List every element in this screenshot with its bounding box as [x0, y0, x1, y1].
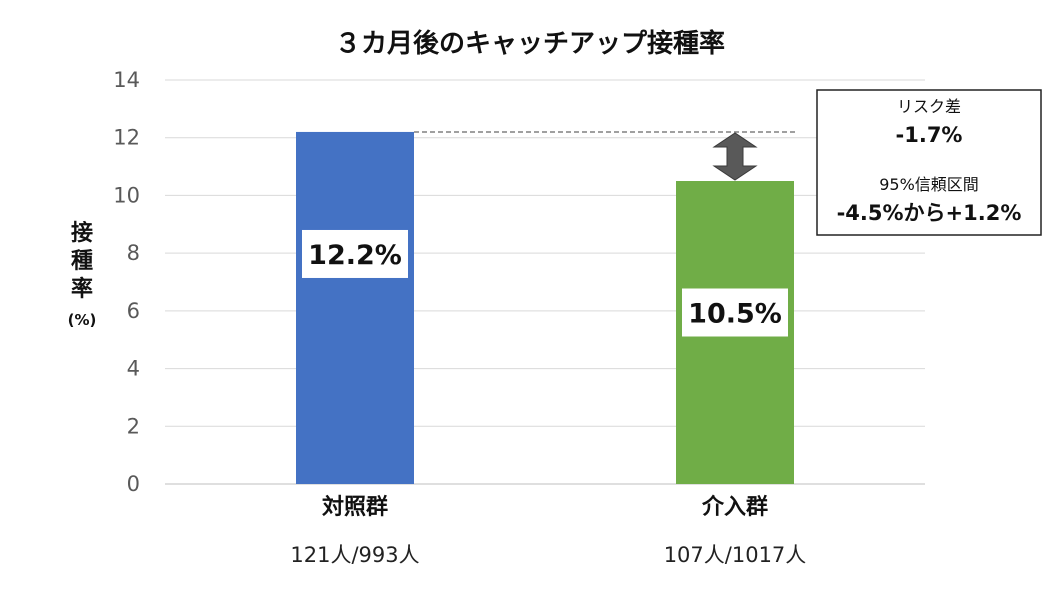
y-tick-label-0: 0: [127, 472, 140, 496]
data-label-2: 10.5%: [688, 299, 782, 330]
y-tick-label-4: 4: [127, 357, 140, 381]
difference-arrow-icon: [712, 132, 758, 181]
y-axis-label-char-3: 率: [71, 276, 93, 302]
x-category-sublabel-1: 121人/993人: [290, 543, 419, 567]
y-tick-label-12: 12: [113, 126, 140, 150]
risk-diff-value: -1.7%: [896, 123, 963, 147]
y-tick-label-10: 10: [113, 183, 140, 207]
y-tick-label-2: 2: [127, 414, 140, 438]
y-axis-label-char-1: 接: [71, 221, 93, 246]
ci-label: 95%信頼区間: [879, 175, 979, 194]
y-axis-ticks: 0 2 4 6 8 10 12 14: [113, 68, 140, 496]
y-tick-label-14: 14: [113, 68, 140, 92]
data-label-1: 12.2%: [308, 240, 402, 271]
chart-title: ３カ月後のキャッチアップ接種率: [335, 28, 725, 59]
risk-difference-box: リスク差 -1.7% 95%信頼区間 -4.5%から+1.2%: [816, 89, 1042, 236]
bar-1: [296, 131, 414, 484]
double-arrow-shape: [712, 132, 758, 181]
y-axis-label-char-2: 種: [71, 249, 93, 274]
ci-value: -4.5%から+1.2%: [837, 201, 1022, 225]
y-axis-label: 接 種 率 (%): [68, 221, 97, 329]
x-category-sublabel-2: 107人/1017人: [664, 543, 807, 567]
y-axis-label-unit: (%): [68, 311, 97, 329]
y-tick-label-6: 6: [127, 299, 140, 323]
data-label-box-2: [682, 288, 788, 337]
x-category-label-2: 介入群: [701, 494, 768, 520]
risk-diff-label: リスク差: [897, 97, 961, 116]
x-category-label-1: 対照群: [322, 494, 388, 520]
gridlines: [165, 79, 925, 485]
data-label-box-1: [302, 229, 408, 278]
risk-difference-box-frame: [816, 89, 1042, 236]
y-tick-label-8: 8: [127, 241, 140, 265]
bars: 12.2% 対照群 121人/993人 10.5% 介入群 107人/1017人: [290, 131, 807, 567]
